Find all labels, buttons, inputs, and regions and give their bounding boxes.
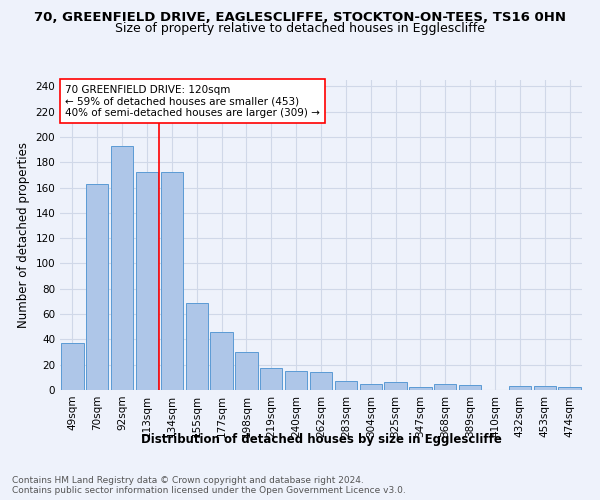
Bar (185, 302, 208, 390)
Bar (285, 371, 307, 390)
Text: Contains HM Land Registry data © Crown copyright and database right 2024.
Contai: Contains HM Land Registry data © Crown c… (12, 476, 406, 495)
Bar (235, 352, 257, 390)
Text: Size of property relative to detached houses in Egglescliffe: Size of property relative to detached ho… (115, 22, 485, 35)
Bar (211, 332, 233, 390)
Bar (136, 172, 158, 390)
Text: 70, GREENFIELD DRIVE, EAGLESCLIFFE, STOCKTON-ON-TEES, TS16 0HN: 70, GREENFIELD DRIVE, EAGLESCLIFFE, STOC… (34, 11, 566, 24)
Bar (459, 385, 481, 390)
Bar (61, 343, 83, 390)
Y-axis label: Number of detached properties: Number of detached properties (17, 142, 30, 328)
Bar (86, 184, 109, 390)
Bar (385, 382, 407, 390)
Bar (111, 146, 133, 390)
Text: 70 GREENFIELD DRIVE: 120sqm
← 59% of detached houses are smaller (453)
40% of se: 70 GREENFIELD DRIVE: 120sqm ← 59% of det… (65, 84, 320, 118)
Text: Distribution of detached houses by size in Egglescliffe: Distribution of detached houses by size … (140, 432, 502, 446)
Bar (335, 381, 357, 390)
Bar (533, 386, 556, 390)
Bar (310, 372, 332, 390)
Bar (434, 384, 457, 390)
Bar (409, 388, 431, 390)
Bar (359, 384, 382, 390)
Bar (260, 368, 283, 390)
Bar (161, 172, 183, 390)
Bar (509, 386, 531, 390)
Bar (559, 388, 581, 390)
